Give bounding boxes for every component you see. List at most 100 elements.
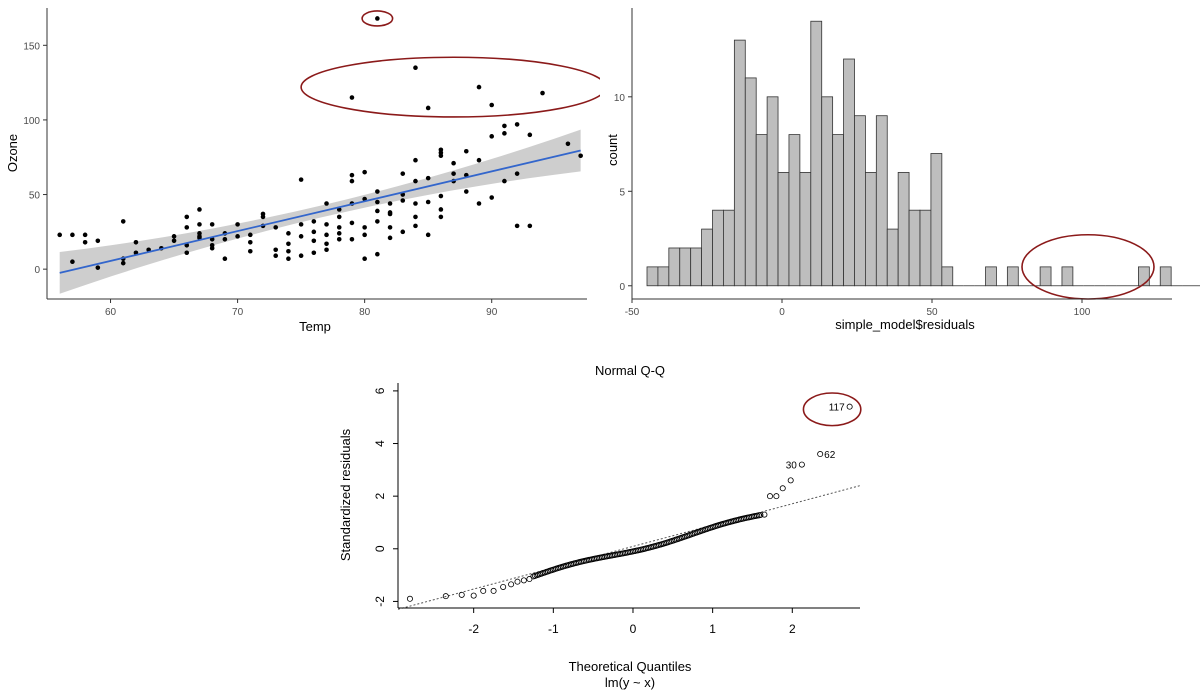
qq-point	[787, 477, 794, 484]
histogram-bar	[712, 209, 724, 287]
x-axis-label: Theoretical Quantiles	[569, 659, 692, 674]
data-point	[514, 122, 520, 127]
qq-reference-line	[397, 485, 861, 610]
data-point	[540, 90, 545, 96]
data-point	[133, 239, 139, 245]
histogram-bar	[799, 171, 812, 287]
data-point	[387, 225, 393, 230]
x-tick-label: 0	[779, 307, 785, 318]
data-point	[476, 84, 482, 90]
qq-point	[817, 451, 824, 458]
histogram-bar	[744, 77, 757, 287]
y-tick-label: 6	[373, 387, 387, 394]
data-point	[273, 253, 279, 259]
data-point	[425, 199, 431, 205]
x-tick-label: 80	[359, 307, 371, 318]
qq-point	[766, 493, 773, 500]
y-axis-label: Standardized residuals	[338, 428, 353, 561]
data-point	[425, 105, 431, 111]
data-point	[286, 256, 291, 262]
histogram-bar	[908, 209, 921, 287]
data-point	[57, 232, 63, 238]
residuals-histogram-panel: -50 0 50 100 0 5 10 simple_model$residuals cou…	[600, 0, 1200, 340]
data-point	[413, 214, 418, 220]
qq-point	[406, 595, 413, 602]
x-tick-label: -2	[468, 622, 479, 636]
data-point	[463, 148, 469, 154]
data-point	[438, 193, 444, 199]
data-point	[489, 102, 495, 108]
qq-point-label: 62	[824, 450, 836, 461]
data-point	[527, 132, 533, 138]
data-point	[438, 147, 444, 153]
data-point	[387, 201, 393, 206]
x-tick-label: 100	[1074, 307, 1091, 318]
data-point	[349, 237, 355, 242]
data-point	[362, 169, 367, 175]
qq-point	[846, 403, 853, 410]
y-tick-label: 10	[614, 93, 626, 104]
qq-point	[458, 591, 465, 598]
data-point	[349, 172, 355, 178]
data-point	[311, 229, 317, 235]
data-point	[197, 231, 202, 236]
y-tick-label: 150	[23, 41, 40, 52]
data-point	[222, 256, 228, 262]
data-point	[235, 222, 240, 227]
histogram-bar	[843, 58, 855, 287]
x-tick-label: -1	[548, 622, 559, 636]
data-point	[349, 178, 355, 184]
data-point	[489, 134, 495, 139]
histogram-bar	[1159, 266, 1172, 287]
qq-point	[757, 512, 764, 519]
data-point	[400, 198, 406, 203]
x-tick-label: 50	[926, 307, 938, 318]
x-tick-label: 2	[789, 622, 796, 636]
data-point	[489, 195, 495, 200]
histogram-bar	[919, 209, 932, 287]
data-point	[298, 234, 304, 239]
qq-point	[508, 581, 515, 588]
y-tick-label: 5	[619, 187, 625, 198]
histogram-bar	[864, 171, 877, 287]
data-point	[502, 131, 507, 136]
data-point	[527, 223, 533, 229]
qq-point	[520, 577, 527, 584]
histogram-bar	[657, 266, 670, 287]
data-point	[324, 247, 329, 253]
data-point	[578, 153, 583, 159]
histogram-bar	[1039, 266, 1052, 287]
data-point	[463, 189, 469, 194]
histogram-bar	[1006, 266, 1019, 287]
histogram-bar	[1138, 266, 1150, 287]
data-point	[247, 239, 253, 245]
data-point	[95, 265, 101, 270]
data-point	[565, 141, 571, 147]
normal-qq-panel: 117 62 30 -2 -1 0 1 2 -2 0 2 4 6 Normal Q-Q Theoret…	[330, 355, 870, 695]
data-point	[413, 65, 418, 70]
histogram-bar	[810, 20, 823, 287]
y-tick-label: 4	[373, 440, 387, 447]
histogram-bar	[766, 96, 779, 287]
data-point	[362, 256, 367, 262]
data-point	[184, 214, 190, 220]
data-point	[438, 207, 444, 212]
data-point	[273, 225, 279, 230]
histogram-bar	[755, 134, 768, 287]
qq-point	[514, 578, 521, 585]
qq-point	[500, 583, 507, 590]
data-point	[286, 248, 291, 254]
data-point	[324, 241, 329, 247]
qq-point	[470, 592, 477, 599]
ozone-temp-scatter-panel: 60 70 80 90 0 50 100 150 Temp Ozone	[0, 0, 607, 340]
data-point	[375, 189, 380, 194]
data-point	[375, 199, 380, 205]
histogram-bar	[886, 228, 899, 287]
y-tick-label: -2	[373, 596, 387, 607]
data-point	[476, 157, 482, 163]
data-point	[70, 259, 75, 264]
data-point	[413, 223, 418, 229]
data-point	[514, 171, 520, 176]
data-point	[95, 238, 101, 244]
x-tick-label: 70	[232, 307, 244, 318]
